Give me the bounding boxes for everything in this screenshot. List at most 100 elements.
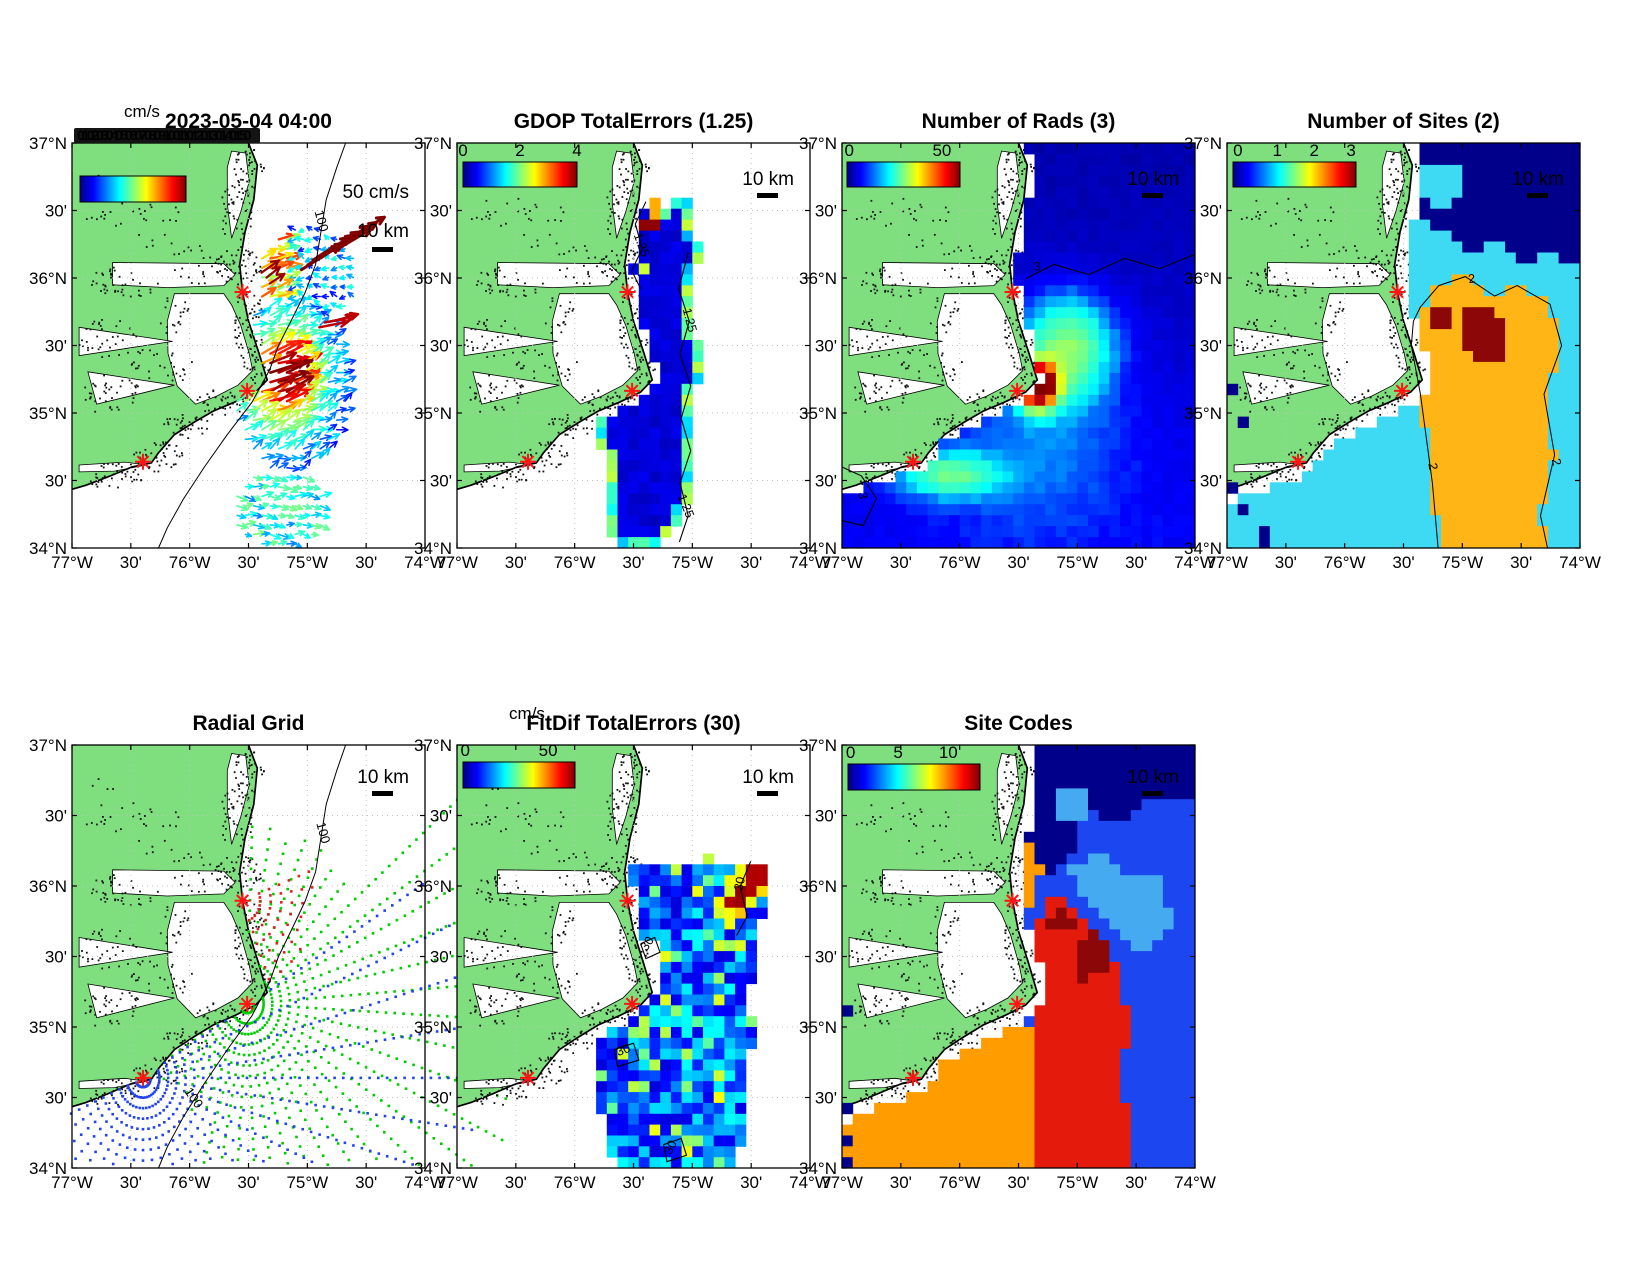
land-speckles (463, 145, 656, 489)
x-tick-label: 76°W (1324, 553, 1366, 572)
contour-label: 1.25 (680, 307, 700, 334)
y-tick-label: 37°N (799, 736, 837, 755)
y-tick-label: 37°N (414, 134, 452, 153)
axes-box (841, 744, 1196, 1169)
x-tick-label: 75°W (671, 553, 713, 572)
land-mass (456, 744, 654, 1108)
y-tick-label: 30' (815, 337, 837, 356)
y-tick-label: 30' (45, 807, 67, 826)
panel-title: 2023-05-04 04:00 (165, 110, 332, 133)
land-mass (841, 142, 1039, 491)
scale-label: 10 km (357, 221, 409, 242)
radar-site-markers (1290, 284, 1411, 470)
land-mass (71, 744, 269, 1108)
land-mass (456, 142, 654, 491)
y-tick-label: 30' (430, 202, 452, 221)
contour-label: 2 (1467, 271, 1476, 286)
y-tick-label: 30' (430, 1089, 452, 1108)
y-tick-label: 34°N (1184, 539, 1222, 558)
panel-title: GDOP TotalErrors (1.25) (514, 110, 754, 133)
site-star-icon (239, 382, 256, 399)
contours: 30 30 30 30 (613, 861, 752, 1163)
y-tick-label: 34°N (414, 539, 452, 558)
site-star-icon (905, 453, 921, 470)
site-star-icon (1394, 382, 1411, 399)
x-tick-label: 30' (355, 553, 377, 572)
y-tick-label: 35°N (29, 404, 67, 423)
site-star-icon (619, 892, 636, 909)
colorbar-tick: 0 (458, 141, 467, 160)
y-tick-label: 34°N (799, 1159, 837, 1178)
colorbar-tick: 1 (1273, 141, 1282, 160)
y-tick-label: 30' (1200, 472, 1222, 491)
coastline (456, 142, 654, 491)
site-star-icon (1290, 453, 1306, 470)
colorbar-ticks-garbled: 010203040506070809100110120130140150 (77, 127, 252, 143)
x-tick-label: 76°W (554, 553, 596, 572)
x-tick-label: 30' (1510, 553, 1532, 572)
x-tick-label: 75°W (1056, 1173, 1098, 1192)
x-tick-label: 30' (355, 1173, 377, 1192)
land-speckles (848, 747, 1041, 1106)
contours: 2 2 2 (1425, 271, 1563, 471)
y-tick-label: 30' (45, 1089, 67, 1108)
x-tick-label: 74°W (789, 553, 831, 572)
site-star-icon (520, 453, 536, 470)
y-tick-label: 35°N (1184, 404, 1222, 423)
x-tick-label: 30' (1275, 553, 1297, 572)
y-tick-label: 35°N (414, 1018, 452, 1037)
y-tick-label: 36°N (414, 877, 452, 896)
contour-label: 3 (855, 491, 870, 500)
x-tick-label: 75°W (1441, 553, 1483, 572)
y-tick-label: 30' (430, 807, 452, 826)
y-tick-label: 37°N (414, 736, 452, 755)
contour-label: 30 (637, 934, 656, 953)
x-tick-label: 77°W (436, 553, 478, 572)
x-tick-label: 74°W (789, 1173, 831, 1192)
x-tick-label: 76°W (169, 553, 211, 572)
sitecodes-data (842, 745, 1196, 1169)
y-tick-label: 30' (815, 807, 837, 826)
y-tick-label: 36°N (799, 269, 837, 288)
y-tick-label: 30' (45, 472, 67, 491)
x-tick-label: 75°W (286, 553, 328, 572)
y-tick-label: 35°N (799, 404, 837, 423)
land-mass (841, 744, 1039, 1108)
scale-label: 50 cm/s (342, 182, 409, 203)
scale-bar (1142, 193, 1163, 198)
colorbar-tick: 4 (572, 141, 581, 160)
x-tick-label: 76°W (939, 1173, 981, 1192)
radar-site-markers (135, 892, 256, 1086)
y-tick-label: 30' (1200, 202, 1222, 221)
land-speckles (78, 145, 271, 489)
x-tick-label: 30' (622, 1173, 644, 1192)
axes-box (456, 142, 811, 549)
x-tick-label: 30' (237, 1173, 259, 1192)
y-tick-label: 30' (45, 337, 67, 356)
colorbar-tick: 2 (515, 141, 524, 160)
y-tick-label: 30' (815, 202, 837, 221)
colorbar-tick: 10 (939, 743, 958, 762)
colorbar: 0 2 4 (458, 141, 582, 188)
x-tick-label: 75°W (1056, 553, 1098, 572)
y-tick-label: 30' (430, 337, 452, 356)
scale-bar (1142, 791, 1163, 796)
radar-site-markers (520, 284, 641, 470)
site-star-icon (135, 1069, 151, 1086)
contours: 100 (158, 142, 347, 549)
colorbar-tick: 50 (539, 741, 558, 760)
contour-label: 2 (1549, 457, 1564, 467)
y-tick-label: 35°N (799, 1018, 837, 1037)
x-tick-label: 74°W (1174, 1173, 1216, 1192)
scale-bar (372, 247, 393, 252)
panel-title: Site Codes (964, 712, 1073, 735)
x-tick-label: 30' (890, 1173, 912, 1192)
map-grid (72, 745, 425, 1168)
contour-label: 30 (661, 1138, 680, 1157)
coastline (841, 744, 1039, 1108)
